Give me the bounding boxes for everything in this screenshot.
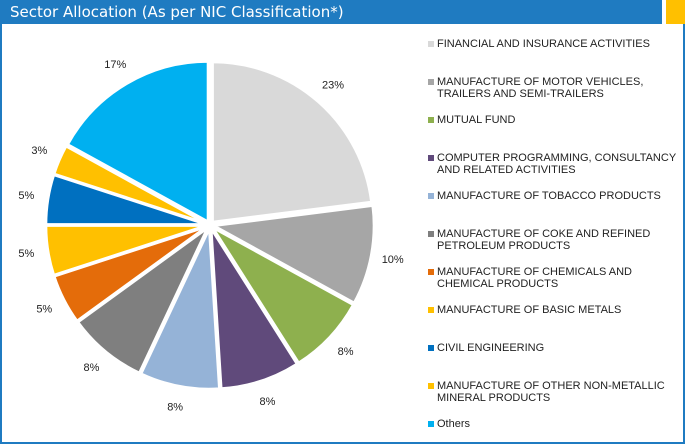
legend-label: MANUFACTURE OF MOTOR VEHICLES, TRAILERS … xyxy=(437,76,644,100)
pie-slice xyxy=(139,228,221,391)
legend-item: MANUFACTURE OF COKE AND REFINED PETROLEU… xyxy=(428,228,685,252)
data-label: 17% xyxy=(104,59,126,71)
legend-swatch xyxy=(428,269,434,275)
legend-label: CIVIL ENGINEERING xyxy=(437,342,545,354)
frame xyxy=(0,24,685,444)
data-label: 8% xyxy=(260,396,276,408)
legend-label: FINANCIAL AND INSURANCE ACTIVITIES xyxy=(437,38,650,50)
pie-slice xyxy=(209,204,376,305)
legend-label: MANUFACTURE OF CHEMICALS AND CHEMICAL PR… xyxy=(437,266,632,290)
pie-slice xyxy=(211,60,373,224)
legend-item: MUTUAL FUND xyxy=(428,114,685,126)
legend-item: FINANCIAL AND INSURANCE ACTIVITIES xyxy=(428,38,685,50)
legend-label: Others xyxy=(437,418,471,430)
data-label: 8% xyxy=(83,362,99,374)
legend-item: COMPUTER PROGRAMMING, CONSULTANCY AND RE… xyxy=(428,152,685,176)
legend-swatch xyxy=(428,79,434,85)
legend-item: MANUFACTURE OF CHEMICALS AND CHEMICAL PR… xyxy=(428,266,685,290)
legend-label: MANUFACTURE OF BASIC METALS xyxy=(437,304,622,316)
pie-slice xyxy=(76,227,209,375)
data-label: 5% xyxy=(18,190,34,202)
pie-slice xyxy=(66,60,210,224)
legend-swatch xyxy=(428,345,434,351)
data-label: 8% xyxy=(338,346,354,358)
legend-swatch xyxy=(428,383,434,389)
title-bar: Sector Allocation (As per NIC Classifica… xyxy=(0,0,662,24)
pie-slice xyxy=(52,144,207,225)
legend-swatch xyxy=(428,117,434,123)
data-label: 8% xyxy=(167,402,183,414)
legend-label: MANUFACTURE OF TOBACCO PRODUCTS xyxy=(437,190,661,202)
data-label: 3% xyxy=(31,145,47,157)
legend: FINANCIAL AND INSURANCE ACTIVITIES MANUFA… xyxy=(428,0,685,444)
legend-label: COMPUTER PROGRAMMING, CONSULTANCY AND RE… xyxy=(437,152,676,176)
data-label: 10% xyxy=(382,254,404,266)
legend-item: CIVIL ENGINEERING xyxy=(428,342,685,354)
legend-item: MANUFACTURE OF MOTOR VEHICLES, TRAILERS … xyxy=(428,76,685,100)
legend-item: MANUFACTURE OF BASIC METALS xyxy=(428,304,685,316)
legend-label: MANUFACTURE OF OTHER NON-METALLIC MINERA… xyxy=(437,380,665,404)
pie-slice xyxy=(44,224,207,277)
legend-label: MANUFACTURE OF COKE AND REFINED PETROLEU… xyxy=(437,228,651,252)
chart-title: Sector Allocation (As per NIC Classifica… xyxy=(10,3,344,21)
data-label: 23% xyxy=(322,79,344,91)
legend-swatch xyxy=(428,421,434,427)
pie-slice xyxy=(211,226,355,365)
legend-item: MANUFACTURE OF OTHER NON-METALLIC MINERA… xyxy=(428,380,685,404)
legend-swatch xyxy=(428,41,434,47)
pie-slice xyxy=(209,228,299,390)
legend-swatch xyxy=(428,307,434,313)
legend-swatch xyxy=(428,231,434,237)
legend-swatch xyxy=(428,193,434,199)
legend-item: Others xyxy=(428,418,685,430)
pie-slice xyxy=(52,225,208,323)
data-label: 5% xyxy=(36,303,52,315)
legend-label: MUTUAL FUND xyxy=(437,114,516,126)
legend-swatch xyxy=(428,155,434,161)
data-label: 5% xyxy=(18,248,34,260)
accent xyxy=(666,0,685,24)
legend-item: MANUFACTURE OF TOBACCO PRODUCTS xyxy=(428,190,685,202)
